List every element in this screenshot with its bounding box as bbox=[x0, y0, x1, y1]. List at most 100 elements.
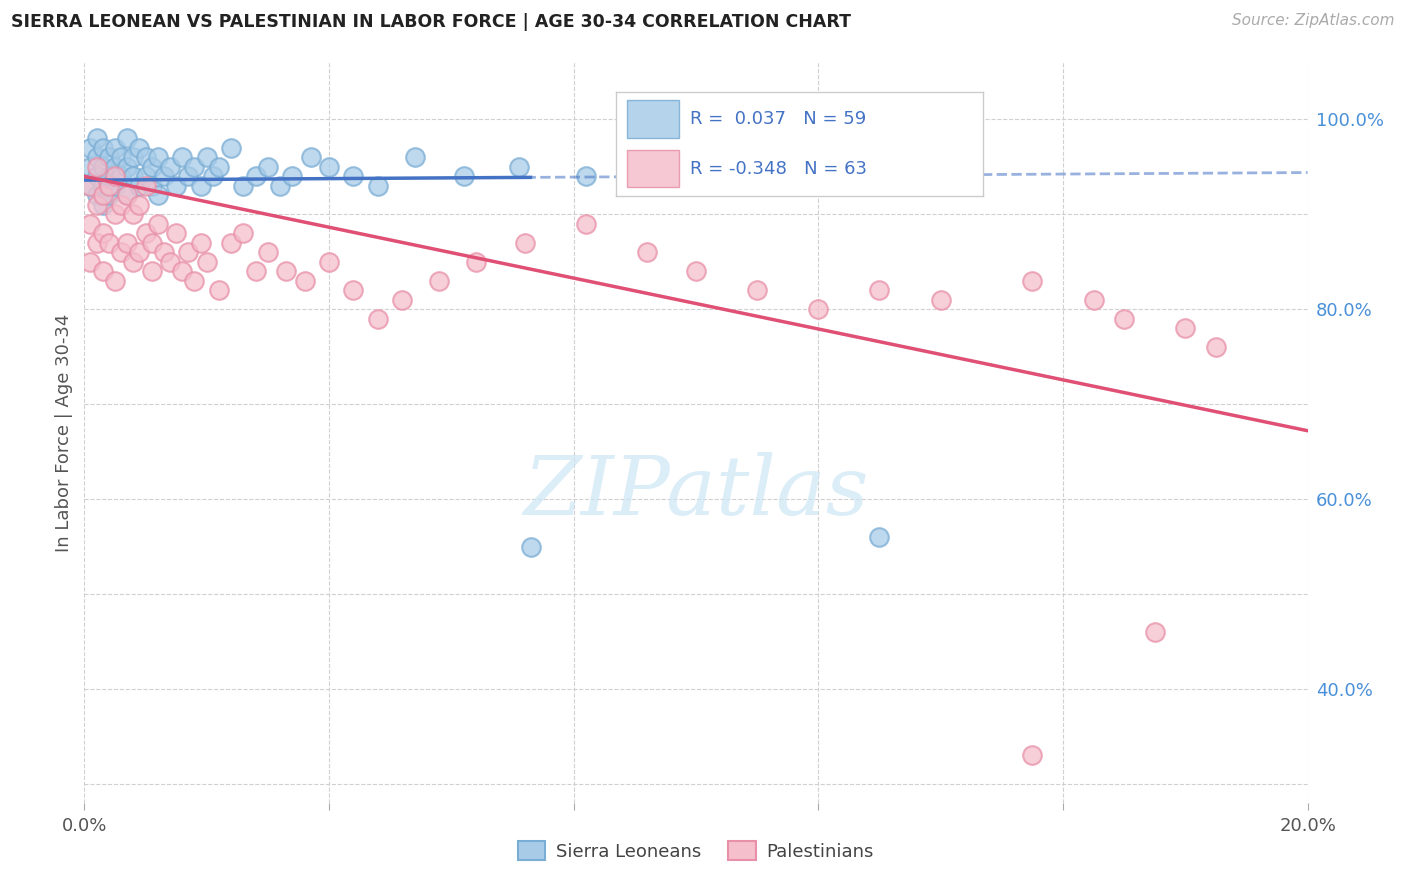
Point bbox=[257, 160, 280, 174]
Point bbox=[86, 198, 108, 212]
Point bbox=[807, 302, 830, 317]
Point bbox=[141, 178, 163, 193]
Point bbox=[1143, 624, 1166, 639]
Point bbox=[232, 178, 254, 193]
Point bbox=[177, 169, 200, 184]
Point bbox=[508, 160, 530, 174]
Point bbox=[135, 227, 157, 241]
Point bbox=[128, 178, 150, 193]
Point bbox=[195, 150, 218, 164]
Text: SIERRA LEONEAN VS PALESTINIAN IN LABOR FORCE | AGE 30-34 CORRELATION CHART: SIERRA LEONEAN VS PALESTINIAN IN LABOR F… bbox=[11, 13, 851, 31]
Point bbox=[141, 264, 163, 278]
Point bbox=[172, 264, 194, 278]
Point bbox=[122, 150, 145, 164]
Point bbox=[1114, 311, 1136, 326]
Point bbox=[318, 160, 340, 174]
Point bbox=[190, 178, 212, 193]
Point bbox=[91, 178, 114, 193]
Point bbox=[146, 150, 169, 164]
Point bbox=[219, 141, 242, 155]
Point bbox=[128, 245, 150, 260]
Point bbox=[91, 198, 114, 212]
Point bbox=[104, 141, 127, 155]
Point bbox=[1021, 274, 1043, 288]
Point bbox=[159, 254, 181, 268]
Point bbox=[177, 245, 200, 260]
Point bbox=[929, 293, 952, 307]
Point bbox=[195, 254, 218, 268]
Point bbox=[79, 178, 101, 193]
Point bbox=[654, 178, 676, 193]
Point bbox=[404, 150, 426, 164]
Point bbox=[97, 169, 120, 184]
Point bbox=[91, 160, 114, 174]
Point bbox=[513, 235, 536, 250]
Point bbox=[245, 169, 267, 184]
Point bbox=[91, 227, 114, 241]
Point bbox=[208, 160, 231, 174]
Point bbox=[869, 530, 891, 544]
Point bbox=[1174, 321, 1197, 335]
Point bbox=[172, 150, 194, 164]
Point bbox=[219, 235, 242, 250]
Point bbox=[367, 311, 389, 326]
Point bbox=[183, 274, 205, 288]
Point bbox=[342, 283, 364, 297]
Point bbox=[86, 235, 108, 250]
Point bbox=[86, 188, 108, 202]
Point bbox=[153, 245, 176, 260]
Point bbox=[115, 235, 138, 250]
Point bbox=[86, 150, 108, 164]
Point bbox=[636, 245, 658, 260]
Point bbox=[146, 217, 169, 231]
Point bbox=[86, 169, 108, 184]
Point bbox=[1205, 340, 1227, 354]
Point bbox=[110, 245, 132, 260]
Point bbox=[79, 178, 101, 193]
Point bbox=[165, 178, 187, 193]
Point bbox=[1083, 293, 1105, 307]
Point bbox=[97, 150, 120, 164]
Point bbox=[115, 131, 138, 145]
Point bbox=[257, 245, 280, 260]
Point bbox=[1021, 748, 1043, 763]
Point bbox=[128, 198, 150, 212]
Point bbox=[141, 160, 163, 174]
Point bbox=[97, 235, 120, 250]
Point bbox=[104, 207, 127, 221]
Point bbox=[135, 150, 157, 164]
Point bbox=[91, 141, 114, 155]
Point bbox=[153, 169, 176, 184]
Point bbox=[104, 178, 127, 193]
Point bbox=[427, 274, 450, 288]
Point bbox=[208, 283, 231, 297]
Point bbox=[97, 188, 120, 202]
Point bbox=[115, 160, 138, 174]
Point bbox=[86, 160, 108, 174]
Point bbox=[115, 188, 138, 202]
Point bbox=[79, 217, 101, 231]
Point bbox=[747, 283, 769, 297]
Point bbox=[318, 254, 340, 268]
Point bbox=[97, 178, 120, 193]
Point bbox=[91, 264, 114, 278]
Point bbox=[86, 131, 108, 145]
Point bbox=[110, 198, 132, 212]
Point bbox=[575, 169, 598, 184]
Point bbox=[190, 235, 212, 250]
Point bbox=[869, 283, 891, 297]
Point bbox=[91, 188, 114, 202]
Point bbox=[276, 264, 298, 278]
Point bbox=[183, 160, 205, 174]
Point bbox=[128, 141, 150, 155]
Point bbox=[453, 169, 475, 184]
Point bbox=[79, 160, 101, 174]
Point bbox=[79, 254, 101, 268]
Point bbox=[104, 160, 127, 174]
Y-axis label: In Labor Force | Age 30-34: In Labor Force | Age 30-34 bbox=[55, 313, 73, 552]
Point bbox=[367, 178, 389, 193]
Point bbox=[135, 178, 157, 193]
Point bbox=[342, 169, 364, 184]
Point bbox=[122, 169, 145, 184]
Point bbox=[165, 227, 187, 241]
